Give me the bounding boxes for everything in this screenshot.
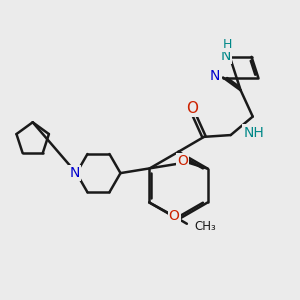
Text: NH: NH	[243, 126, 264, 140]
Text: N: N	[220, 49, 231, 63]
Text: N: N	[69, 166, 80, 180]
Text: H: H	[223, 38, 232, 51]
Text: N: N	[210, 69, 220, 83]
Text: O: O	[177, 154, 188, 168]
Text: O: O	[169, 208, 179, 223]
Text: CH₃: CH₃	[195, 220, 216, 233]
Text: O: O	[186, 101, 198, 116]
